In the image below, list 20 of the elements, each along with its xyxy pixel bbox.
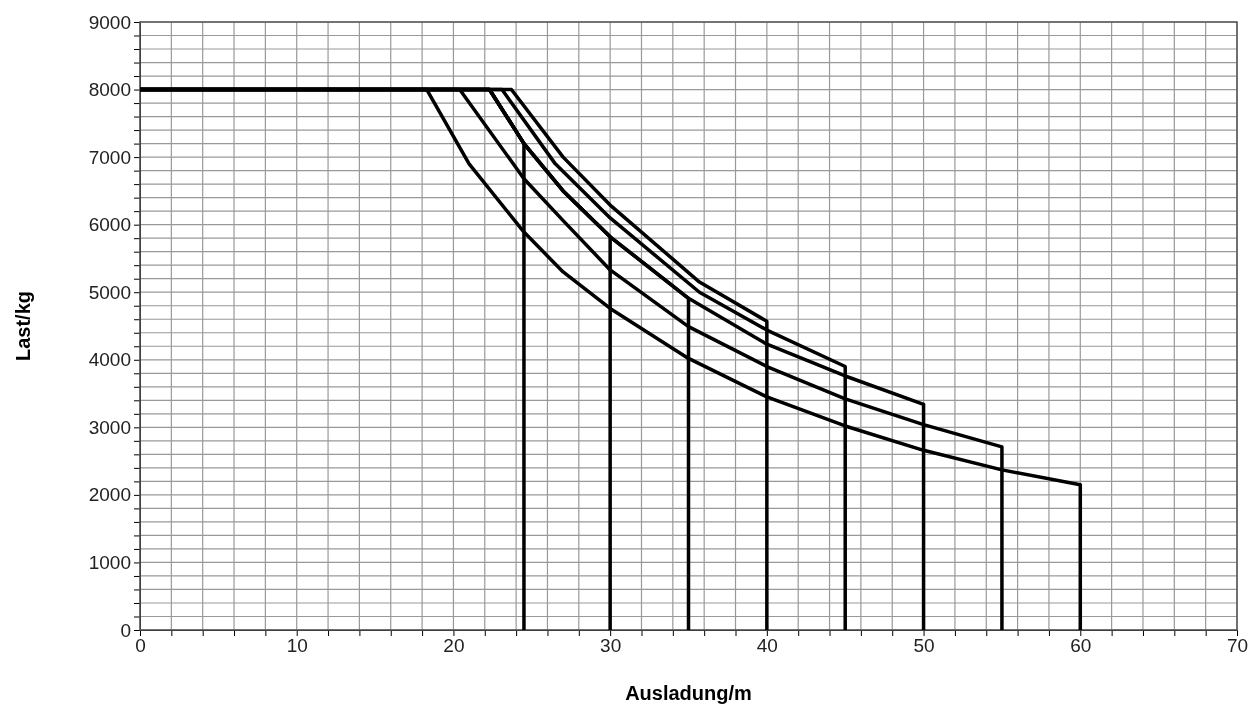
- y-tick-label: 1000: [88, 552, 131, 574]
- y-tick-label: 7000: [88, 146, 131, 168]
- x-tick-label: 70: [1226, 635, 1248, 657]
- y-tick-label: 4000: [88, 349, 131, 371]
- y-tick-label: 3000: [88, 416, 131, 438]
- x-tick-label: 60: [1070, 635, 1092, 657]
- x-tick-label: 30: [600, 635, 622, 657]
- y-tick-label: 5000: [88, 281, 131, 303]
- x-tick-label: 50: [913, 635, 935, 657]
- y-tick-label: 9000: [88, 11, 131, 33]
- x-tick-label: 10: [286, 635, 308, 657]
- x-tick-label: 20: [443, 635, 465, 657]
- y-tick-label: 6000: [88, 214, 131, 236]
- y-tick-label: 8000: [88, 79, 131, 101]
- x-axis-title: Ausladung/m: [625, 682, 752, 704]
- x-tick-label: 0: [135, 635, 146, 657]
- y-tick-label: 0: [120, 619, 131, 641]
- x-tick-label: 40: [756, 635, 778, 657]
- y-axis-title: Last/kg: [12, 290, 34, 362]
- y-tick-label: 2000: [88, 484, 131, 506]
